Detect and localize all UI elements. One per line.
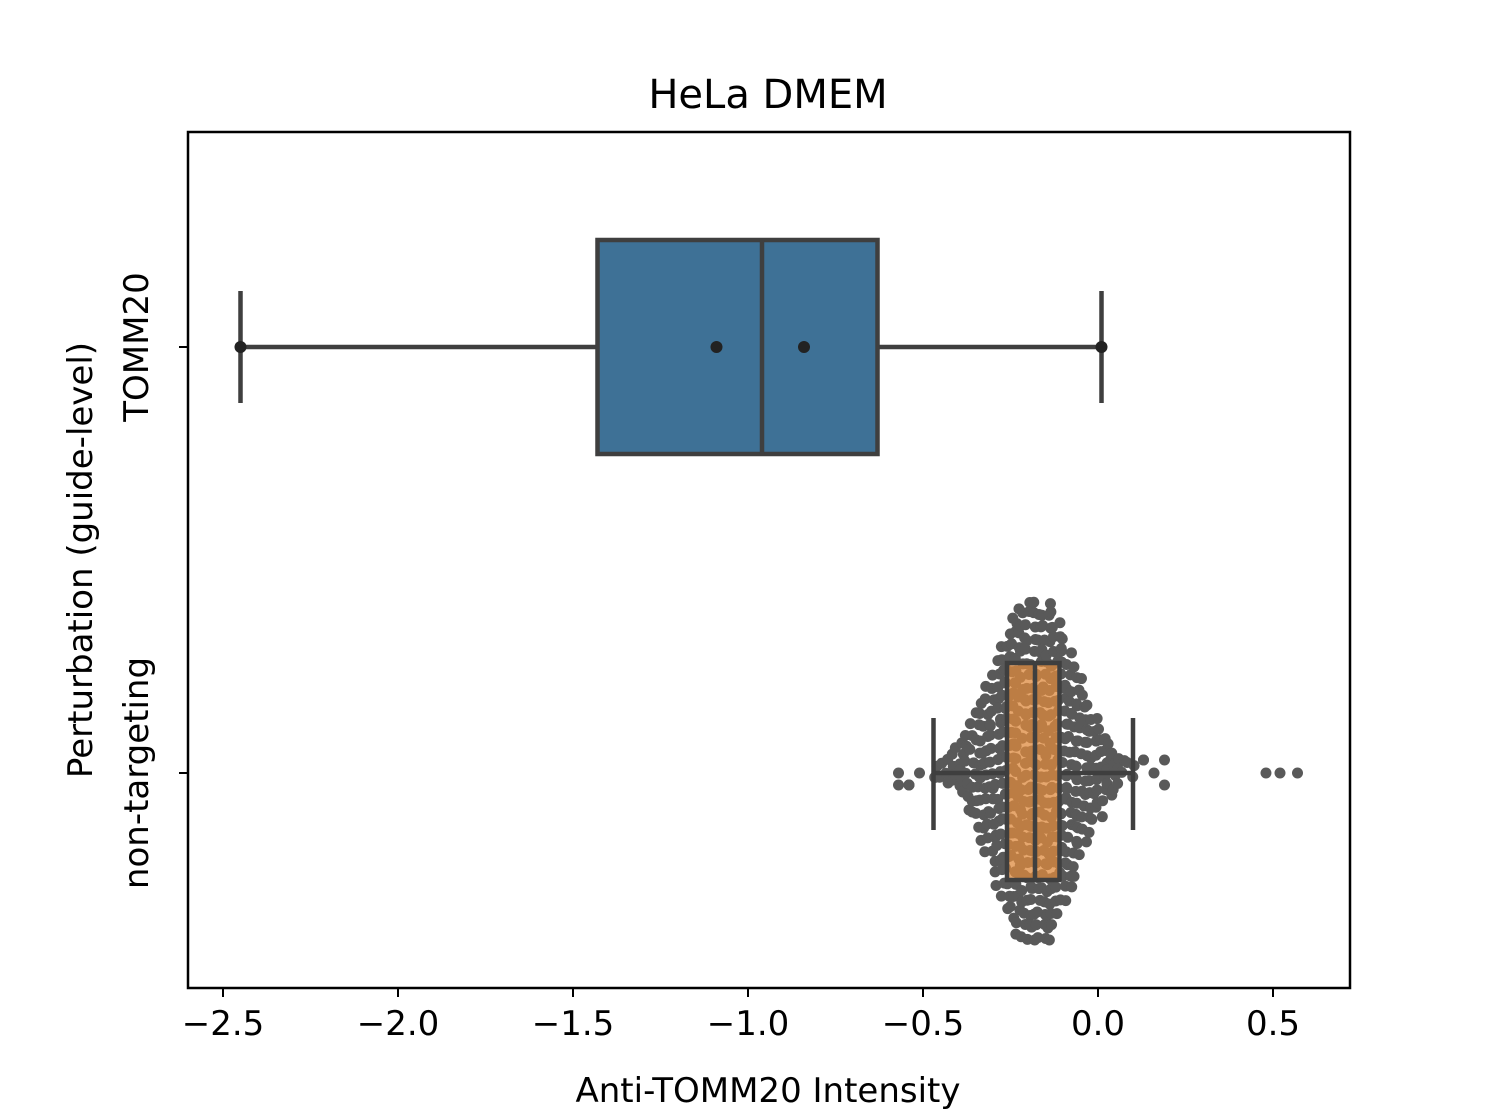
outlier-point <box>903 779 915 791</box>
box-tomm20 <box>595 237 880 457</box>
data-point <box>798 341 810 353</box>
swarm-point <box>1075 673 1087 685</box>
swarm-point <box>1051 908 1063 920</box>
swarm-point <box>1096 811 1108 823</box>
swarm-point <box>1010 917 1022 929</box>
x-tick-label: −1.5 <box>532 1004 615 1044</box>
swarm-point <box>1019 643 1031 655</box>
swarm-point <box>1068 870 1080 882</box>
swarm-point <box>964 743 976 755</box>
x-tick-label: −1.0 <box>707 1004 790 1044</box>
swarm-point <box>979 693 991 705</box>
swarm-point <box>990 879 1002 891</box>
outlier-point <box>1138 754 1149 766</box>
box-layer <box>234 237 1136 883</box>
x-tick-label: −2.5 <box>182 1004 265 1044</box>
swarm-point <box>1091 784 1103 796</box>
swarm-point <box>964 718 976 730</box>
x-tick-label: 0.5 <box>1246 1004 1300 1044</box>
outlier-point <box>1159 754 1170 766</box>
swarm-point <box>1076 689 1088 701</box>
swarm-point <box>1086 813 1098 825</box>
data-point <box>234 341 247 353</box>
swarm-point <box>1060 895 1072 907</box>
swarm-point <box>995 828 1007 840</box>
swarm-point <box>1016 884 1028 896</box>
swarm-point <box>1046 919 1058 931</box>
swarm-point <box>1044 598 1056 610</box>
swarm-point <box>1043 934 1055 946</box>
swarm-point <box>1071 774 1083 786</box>
swarm-point <box>1081 737 1093 749</box>
swarm-point <box>1093 723 1105 735</box>
x-axis: −2.5 −2.0 −1.5 −1.0 −0.5 0.0 0.5 <box>182 988 1300 1044</box>
swarm-point <box>1073 849 1085 861</box>
outlier-point <box>1292 767 1303 779</box>
swarm-point <box>1065 647 1077 659</box>
y-axis-label: Perturbation (guide-level) <box>61 342 101 778</box>
x-tick-label: −0.5 <box>882 1004 965 1044</box>
swarm-point <box>1102 738 1114 750</box>
swarm-point <box>985 742 997 754</box>
swarm-point <box>1021 634 1033 646</box>
swarm-point <box>1080 836 1092 848</box>
swarm-point <box>1112 777 1124 789</box>
swarm-point <box>1050 881 1062 893</box>
outlier-point <box>893 779 904 791</box>
swarm-point <box>1045 606 1057 618</box>
swarm-point <box>959 755 971 767</box>
outlier-point <box>893 767 904 779</box>
swarm-point <box>1025 893 1037 905</box>
plot-frame <box>186 130 1352 990</box>
swarm-point <box>991 839 1003 851</box>
swarm-point <box>984 729 996 741</box>
swarm-point <box>1062 831 1074 843</box>
swarm-point <box>1081 699 1093 711</box>
data-point <box>710 341 723 353</box>
swarm-point <box>1030 919 1042 931</box>
swarm-point <box>1083 826 1095 838</box>
outlier-point <box>1274 767 1286 779</box>
swarm-point <box>1028 596 1040 608</box>
outlier-point <box>1260 767 1272 779</box>
swarm-point <box>1097 795 1109 807</box>
swarm-point <box>1066 881 1078 893</box>
x-tick-label: −2.0 <box>357 1004 440 1044</box>
swarm-point <box>1056 633 1068 645</box>
swarm-point <box>974 707 986 719</box>
swarm-point <box>1070 760 1082 772</box>
swarm-point <box>1068 661 1080 673</box>
x-tick-label: 0.0 <box>1071 1004 1125 1044</box>
chart-title: HeLa DMEM <box>648 72 887 118</box>
data-point <box>1095 341 1108 353</box>
y-axis: TOMM20 non-targeting <box>117 272 188 889</box>
swarm-point <box>1019 619 1031 631</box>
y-tick-label: non-targeting <box>117 657 157 889</box>
y-tick-label: TOMM20 <box>117 272 157 422</box>
outlier-point <box>914 767 925 779</box>
swarm-point <box>984 720 996 732</box>
swarm-point <box>1091 713 1103 725</box>
outlier-point <box>1159 779 1170 791</box>
swarm-point <box>1067 861 1079 873</box>
swarm-point <box>1055 643 1067 655</box>
swarm-point <box>1071 838 1083 850</box>
swarm-point <box>992 702 1004 714</box>
swarm-point <box>1004 901 1016 913</box>
x-axis-label: Anti-TOMM20 Intensity <box>576 1071 961 1110</box>
swarm-point <box>1061 783 1073 795</box>
swarm-point <box>995 890 1007 902</box>
swarm-point <box>1054 617 1066 629</box>
swarm-point <box>985 807 997 819</box>
outlier-point <box>1148 767 1160 779</box>
